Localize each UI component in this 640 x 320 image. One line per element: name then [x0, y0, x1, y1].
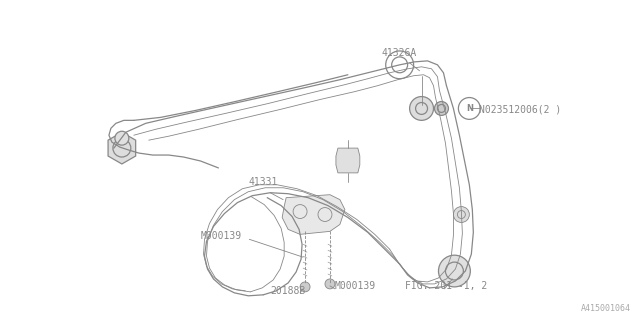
Text: 41331: 41331	[248, 177, 278, 187]
Text: A415001064: A415001064	[580, 304, 630, 313]
Circle shape	[438, 255, 470, 287]
Polygon shape	[282, 195, 345, 234]
Circle shape	[435, 101, 449, 116]
Polygon shape	[336, 148, 360, 173]
Circle shape	[300, 282, 310, 292]
Circle shape	[325, 279, 335, 289]
Polygon shape	[108, 132, 136, 164]
Text: N: N	[466, 104, 473, 113]
Text: M000139: M000139	[335, 281, 376, 291]
Circle shape	[115, 131, 129, 145]
Text: 41326A: 41326A	[381, 48, 417, 58]
Text: 20188B: 20188B	[270, 286, 305, 296]
Text: M000139: M000139	[200, 231, 242, 241]
Text: FIG. 201 -1, 2: FIG. 201 -1, 2	[404, 281, 487, 291]
Circle shape	[410, 97, 433, 120]
Text: N023512006(2 ): N023512006(2 )	[479, 104, 561, 115]
Circle shape	[453, 207, 469, 222]
